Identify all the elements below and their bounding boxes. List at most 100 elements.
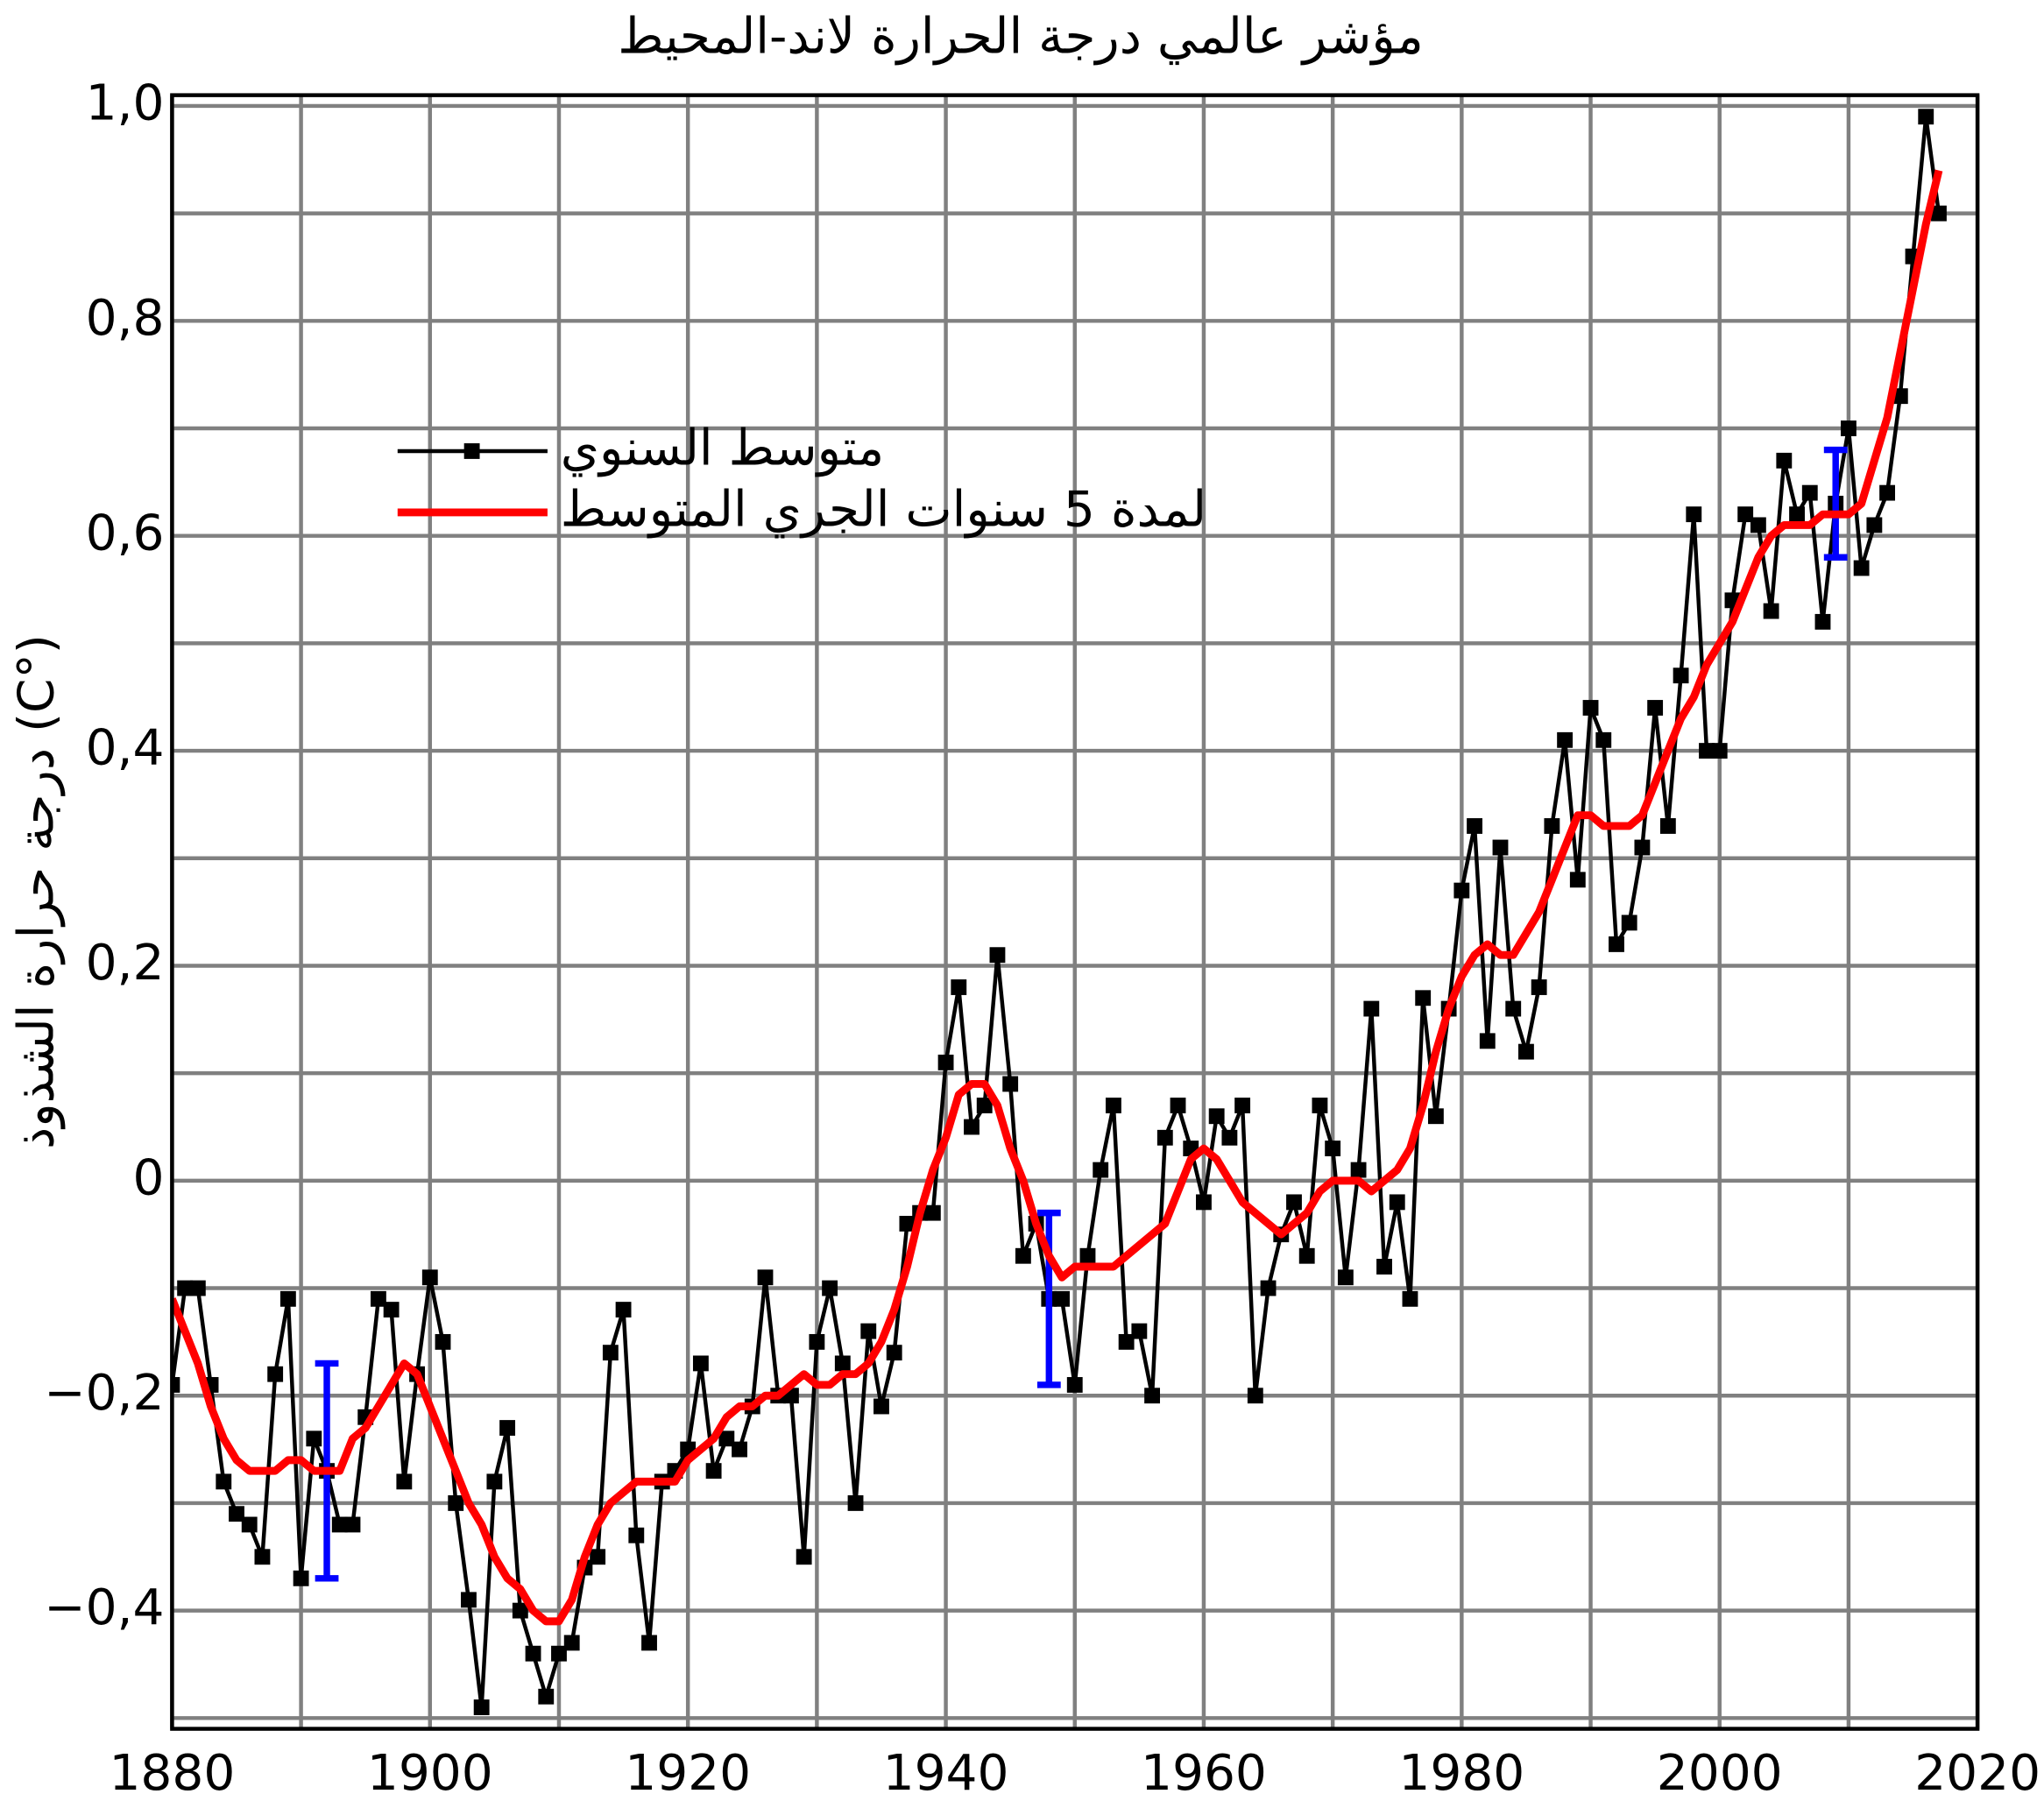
marker	[1402, 1290, 1418, 1307]
marker	[1350, 1162, 1367, 1178]
marker	[177, 1280, 194, 1296]
marker	[1260, 1280, 1277, 1296]
marker	[809, 1333, 825, 1350]
marker	[989, 947, 1006, 964]
marker	[331, 1516, 348, 1533]
marker	[1118, 1333, 1135, 1350]
marker	[615, 1302, 632, 1318]
marker	[1686, 506, 1702, 523]
marker	[486, 1473, 503, 1490]
y-tick-label: 0,6	[86, 505, 165, 562]
marker	[1699, 743, 1715, 759]
marker	[172, 1377, 180, 1393]
marker	[847, 1494, 864, 1511]
marker	[267, 1366, 284, 1382]
marker	[1776, 452, 1793, 469]
marker	[1479, 1033, 1496, 1049]
x-tick-label: 1960	[1141, 1745, 1267, 1794]
marker	[1427, 1108, 1444, 1125]
marker	[1763, 603, 1779, 619]
marker	[976, 1098, 993, 1113]
marker	[602, 1345, 619, 1361]
marker	[860, 1323, 877, 1339]
marker	[1015, 1247, 1031, 1264]
marker	[1066, 1377, 1083, 1393]
marker	[1247, 1388, 1263, 1404]
marker	[1376, 1259, 1392, 1275]
y-tick-label: 0,2	[86, 935, 165, 992]
marker	[1234, 1098, 1251, 1113]
plot-area	[172, 109, 1947, 1715]
x-tick-label: 1900	[367, 1745, 493, 1794]
marker	[628, 1527, 645, 1543]
marker	[937, 1054, 954, 1070]
marker	[396, 1473, 413, 1490]
marker	[306, 1430, 322, 1447]
marker	[1621, 915, 1637, 931]
marker	[563, 1635, 580, 1651]
marker	[1170, 1098, 1186, 1113]
marker	[1673, 667, 1689, 684]
error-bar	[1823, 446, 1848, 561]
marker	[1196, 1194, 1212, 1211]
marker	[886, 1345, 902, 1361]
x-tick-label: 2000	[1657, 1745, 1783, 1794]
marker	[1931, 205, 1947, 222]
marker	[1415, 990, 1432, 1006]
x-tick-label: 1880	[109, 1745, 235, 1794]
marker	[435, 1333, 451, 1350]
marker	[796, 1549, 812, 1565]
marker	[705, 1463, 722, 1480]
marker	[1467, 818, 1482, 834]
chart-title: مؤشر عالمي درجة الحرارة لاند-المحيط	[618, 8, 1424, 65]
marker	[551, 1645, 567, 1662]
marker	[1079, 1247, 1096, 1264]
marker	[1337, 1269, 1354, 1286]
marker	[241, 1516, 258, 1533]
x-tick-label: 1920	[625, 1745, 751, 1794]
marker	[1801, 484, 1818, 501]
marker	[1918, 109, 1934, 125]
marker	[1609, 936, 1624, 952]
y-tick-label: −0,2	[44, 1365, 164, 1422]
legend-marker	[463, 443, 480, 459]
marker	[1492, 839, 1509, 856]
marker	[1298, 1247, 1315, 1264]
marker	[1286, 1194, 1302, 1211]
marker	[1814, 613, 1831, 630]
marker	[499, 1420, 516, 1436]
y-tick-label: 1,0	[86, 75, 165, 132]
marker	[1144, 1388, 1161, 1404]
marker	[1505, 1000, 1522, 1017]
x-tick-label: 2020	[1914, 1745, 2040, 1794]
marker	[448, 1494, 464, 1511]
marker	[1131, 1323, 1148, 1339]
marker	[1582, 700, 1599, 716]
marker	[1054, 1290, 1070, 1307]
y-tick-label: 0,8	[86, 290, 165, 347]
marker	[1389, 1194, 1405, 1211]
marker	[254, 1549, 271, 1565]
marker	[383, 1302, 400, 1318]
marker	[1647, 700, 1664, 716]
marker	[1557, 731, 1574, 748]
marker	[473, 1699, 490, 1715]
marker	[1737, 506, 1754, 523]
marker	[822, 1280, 838, 1296]
series-line	[172, 169, 1943, 1626]
marker	[641, 1635, 657, 1651]
marker	[1221, 1129, 1238, 1146]
marker	[590, 1549, 606, 1565]
marker	[1634, 839, 1651, 856]
marker	[229, 1506, 244, 1522]
marker	[344, 1516, 361, 1533]
marker	[189, 1280, 206, 1296]
y-tick-label: −0,4	[44, 1579, 164, 1636]
marker	[1853, 560, 1870, 576]
marker	[1105, 1098, 1121, 1113]
marker	[1325, 1141, 1341, 1156]
marker	[873, 1398, 889, 1415]
error-bar	[1036, 1209, 1061, 1388]
